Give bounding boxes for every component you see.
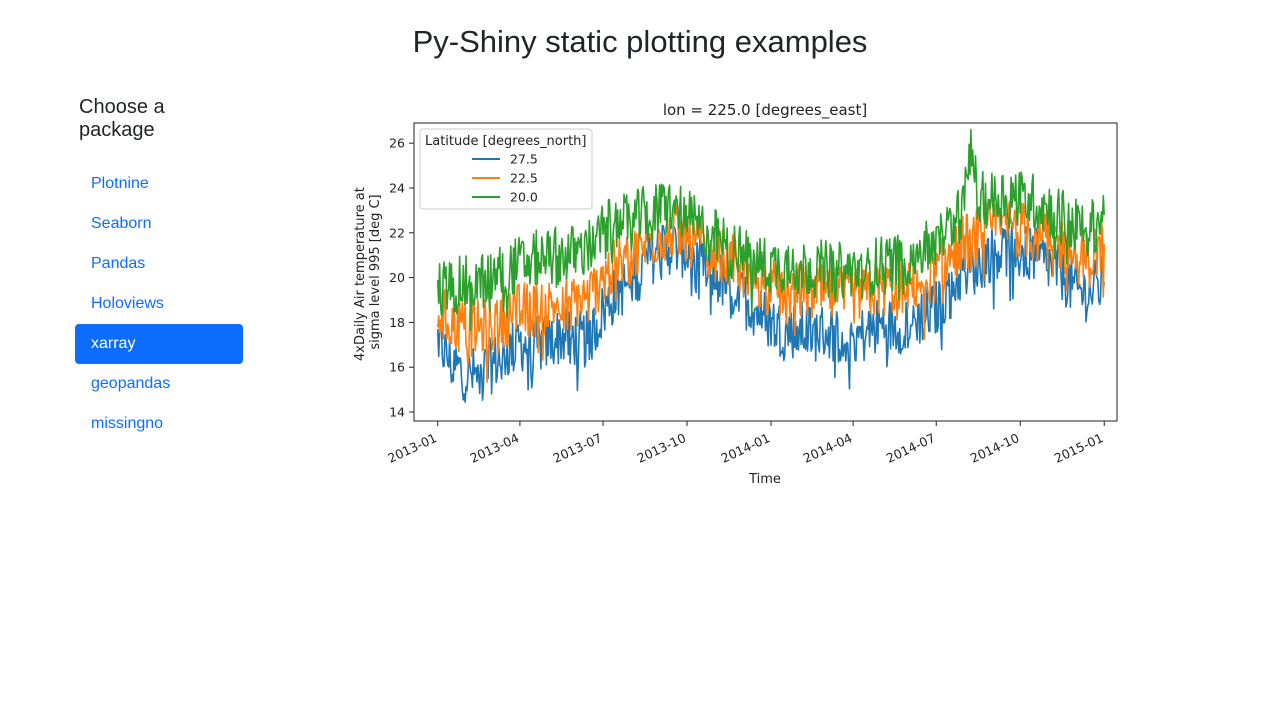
package-nav: Plotnine Seaborn Pandas Holoviews xarray…	[75, 164, 243, 444]
x-axis-label: Time	[748, 472, 781, 487]
series-line-27-5	[436, 219, 1105, 403]
nav-item-geopandas[interactable]: geopandas	[91, 375, 171, 392]
x-tick-label: 2013-04	[467, 430, 521, 466]
y-axis-label: 4xDaily Air temperature at sigma level 9…	[353, 183, 383, 361]
x-tick-label: 2013-10	[635, 430, 689, 466]
series-line-22-5	[436, 198, 1105, 383]
x-axis: 2013-01 2013-04 2013-07 2013-10 2014-01 2014-…	[385, 421, 1105, 466]
x-tick-label: 2013-01	[385, 430, 439, 466]
legend-label: 20.0	[510, 190, 538, 205]
nav-item-plotnine[interactable]: Plotnine	[91, 175, 149, 192]
y-tick-label: 20	[389, 270, 405, 285]
y-tick-label: 18	[389, 315, 405, 330]
legend-title: Latitude [degrees_north]	[425, 134, 586, 149]
nav-item-pandas[interactable]: Pandas	[91, 255, 146, 272]
y-axis-label-line-1: 4xDaily Air temperature at	[353, 187, 368, 361]
y-tick-label: 24	[389, 180, 405, 195]
x-tick-label: 2014-04	[801, 430, 855, 466]
series-layer	[436, 128, 1105, 403]
y-axis: 14 16 18 20 22 24 26	[389, 136, 414, 420]
y-tick-label: 14	[389, 405, 405, 420]
page-title: Py-Shiny static plotting examples	[412, 24, 868, 59]
chart-title: lon = 225.0 [degrees_east]	[663, 101, 867, 120]
nav-item-xarray[interactable]: xarray	[75, 324, 243, 364]
x-tick-label: 2015-01	[1052, 430, 1106, 466]
x-tick-label: 2013-07	[551, 430, 605, 466]
plot-container: lon = 225.0 [degrees_east] 2013-01 2013-0…	[340, 95, 1140, 500]
y-axis-label-line-2: sigma level 995 [deg C]	[368, 194, 383, 349]
nav-item-missingno[interactable]: missingno	[91, 415, 164, 432]
y-tick-label: 22	[389, 225, 405, 240]
legend-box	[419, 128, 593, 210]
legend-label: 27.5	[510, 152, 538, 167]
x-tick-label: 2014-07	[884, 430, 938, 466]
nav-item-seaborn[interactable]: Seaborn	[91, 215, 152, 232]
chart-legend: Latitude [degrees_north] 27.5 22.5 20.0	[419, 128, 593, 210]
sidebar: Choose a package Plotnine Seaborn Pandas…	[75, 96, 243, 444]
series-line-20-0	[436, 128, 1105, 331]
x-tick-label: 2014-10	[968, 430, 1022, 466]
temperature-chart: lon = 225.0 [degrees_east] 2013-01 2013-0…	[353, 101, 1118, 487]
legend-label: 22.5	[510, 171, 538, 186]
plot-frame	[413, 122, 1118, 422]
y-tick-label: 26	[389, 136, 405, 151]
nav-item-holoviews[interactable]: Holoviews	[91, 295, 164, 312]
x-tick-label: 2014-01	[719, 430, 773, 466]
sidebar-heading: Choose a package	[79, 96, 165, 141]
y-tick-label: 16	[389, 360, 405, 375]
